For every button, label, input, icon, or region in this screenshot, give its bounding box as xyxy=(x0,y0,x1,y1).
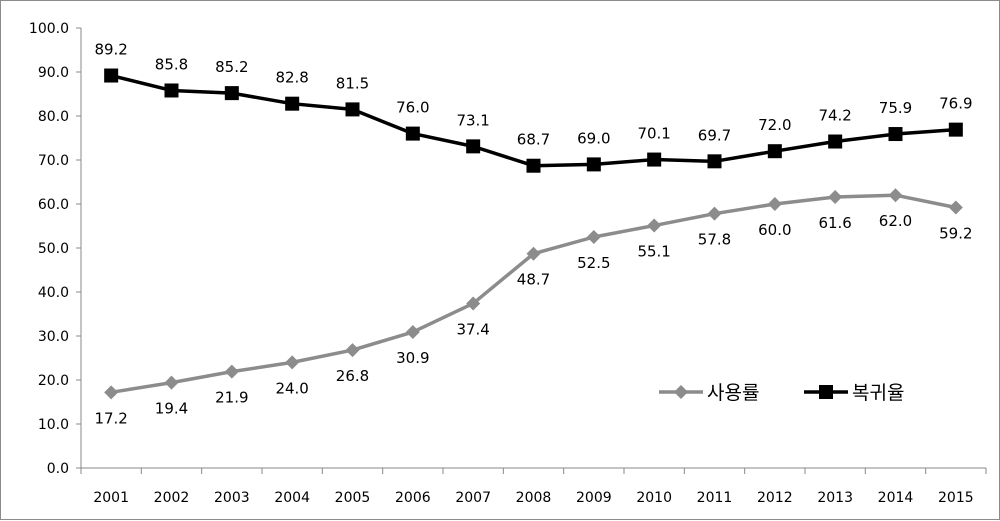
data-label: 48.7 xyxy=(517,271,550,289)
y-tick-label: 70.0 xyxy=(38,153,69,169)
x-tick-label: 2006 xyxy=(395,490,431,506)
x-tick-label: 2004 xyxy=(274,490,310,506)
legend-label: 복귀율 xyxy=(852,382,904,404)
y-tick-label: 100.0 xyxy=(29,21,69,37)
y-tick-label: 50.0 xyxy=(38,241,69,257)
data-point-square xyxy=(888,127,903,142)
data-label: 57.8 xyxy=(698,231,731,249)
data-point-square xyxy=(707,154,722,169)
legend-marker-square xyxy=(819,385,833,399)
y-tick-label: 40.0 xyxy=(38,285,69,301)
data-point-square xyxy=(647,152,662,167)
data-point-square xyxy=(828,134,843,149)
data-label: 72.0 xyxy=(758,116,791,134)
data-label: 24.0 xyxy=(275,379,308,397)
data-label: 73.1 xyxy=(456,111,489,129)
data-point-diamond xyxy=(767,197,782,211)
legend-marker-diamond xyxy=(674,385,688,399)
x-tick-label: 2011 xyxy=(697,490,733,506)
data-point-diamond xyxy=(888,188,903,203)
data-label: 26.8 xyxy=(336,367,369,385)
data-label: 69.7 xyxy=(698,126,731,144)
data-point-square xyxy=(104,68,119,83)
data-point-square xyxy=(345,102,360,117)
data-label: 85.2 xyxy=(215,58,248,76)
data-label: 37.4 xyxy=(456,320,489,338)
x-tick-label: 2013 xyxy=(817,490,853,506)
data-label: 69.0 xyxy=(577,129,610,147)
data-label: 17.2 xyxy=(94,409,127,427)
series-1: 17.2 19.4 21.9 24.0 26.8 30.9 37.4 48.7 52.5 55.1… xyxy=(94,188,973,427)
data-point-diamond xyxy=(345,343,360,358)
data-point-diamond xyxy=(526,246,541,261)
data-point-diamond xyxy=(104,385,119,400)
y-tick-label: 90.0 xyxy=(38,65,69,81)
data-label: 62.0 xyxy=(879,212,912,230)
data-label: 55.1 xyxy=(637,243,670,261)
data-label: 30.9 xyxy=(396,349,429,367)
x-tick-label: 2015 xyxy=(938,490,974,506)
data-label: 60.0 xyxy=(758,221,791,239)
data-point-square xyxy=(224,86,239,101)
x-tick-label: 2014 xyxy=(878,490,914,506)
data-point-square xyxy=(285,96,300,111)
data-point-square xyxy=(405,126,420,141)
legend: 사용률 복귀율 xyxy=(659,382,904,404)
data-point-square xyxy=(526,158,541,173)
x-tick-label: 2008 xyxy=(516,490,552,506)
x-tick-label: 2003 xyxy=(214,490,250,506)
series-2: 89.2 85.8 85.2 82.8 81.5 76.0 73.1 68.7 69.0 70.1… xyxy=(94,41,973,173)
y-tick-label: 60.0 xyxy=(38,197,69,213)
data-label: 21.9 xyxy=(215,389,248,407)
data-point-diamond xyxy=(164,375,179,390)
data-label: 19.4 xyxy=(155,400,188,418)
x-tick-label: 2002 xyxy=(154,490,190,506)
data-label: 85.8 xyxy=(155,55,188,73)
y-tick-label: 20.0 xyxy=(38,373,69,389)
data-label: 89.2 xyxy=(94,41,127,59)
x-tick-label: 2012 xyxy=(757,490,793,506)
legend-item-1: 사용률 xyxy=(659,382,759,404)
series-layer: 17.2 19.4 21.9 24.0 26.8 30.9 37.4 48.7 52.5 55.1… xyxy=(94,41,972,428)
data-label: 70.1 xyxy=(637,125,670,143)
data-label: 61.6 xyxy=(818,214,851,232)
data-label: 68.7 xyxy=(517,131,550,149)
data-label: 59.2 xyxy=(939,225,972,243)
data-label: 76.0 xyxy=(396,99,429,117)
data-point-diamond xyxy=(948,200,963,215)
data-point-diamond xyxy=(828,189,843,204)
y-tick-label: 30.0 xyxy=(38,329,69,345)
data-label: 52.5 xyxy=(577,254,610,272)
y-tick-label: 10.0 xyxy=(38,417,69,433)
y-tick-label: 0.0 xyxy=(47,461,69,477)
data-point-diamond xyxy=(586,230,601,244)
data-label: 81.5 xyxy=(336,74,369,92)
data-point-diamond xyxy=(285,355,300,370)
data-label: 82.8 xyxy=(275,69,308,87)
y-tick-label: 80.0 xyxy=(38,109,69,125)
data-point-diamond xyxy=(466,296,481,311)
data-label: 76.9 xyxy=(939,95,972,113)
data-label: 74.2 xyxy=(818,107,851,125)
x-tick-label: 2010 xyxy=(636,490,672,506)
legend-label: 사용률 xyxy=(707,382,759,404)
data-point-square xyxy=(586,157,601,172)
x-tick-label: 2005 xyxy=(335,490,371,506)
x-tick-label: 2007 xyxy=(455,490,491,506)
data-point-square xyxy=(767,144,782,159)
axes: 0.0 10.0 20.0 30.0 40.0 50.0 60.0 70.0 80.0 90.0 1… xyxy=(29,21,987,506)
data-point-diamond xyxy=(647,218,662,233)
data-point-diamond xyxy=(707,206,722,221)
data-point-diamond xyxy=(224,364,239,379)
data-point-square xyxy=(948,122,963,137)
data-point-diamond xyxy=(405,325,420,340)
legend-item-2: 복귀율 xyxy=(804,382,904,404)
data-point-square xyxy=(466,139,481,154)
x-tick-label: 2009 xyxy=(576,490,612,506)
data-label: 75.9 xyxy=(879,99,912,117)
x-tick-label: 2001 xyxy=(93,490,129,506)
data-point-square xyxy=(164,83,179,98)
